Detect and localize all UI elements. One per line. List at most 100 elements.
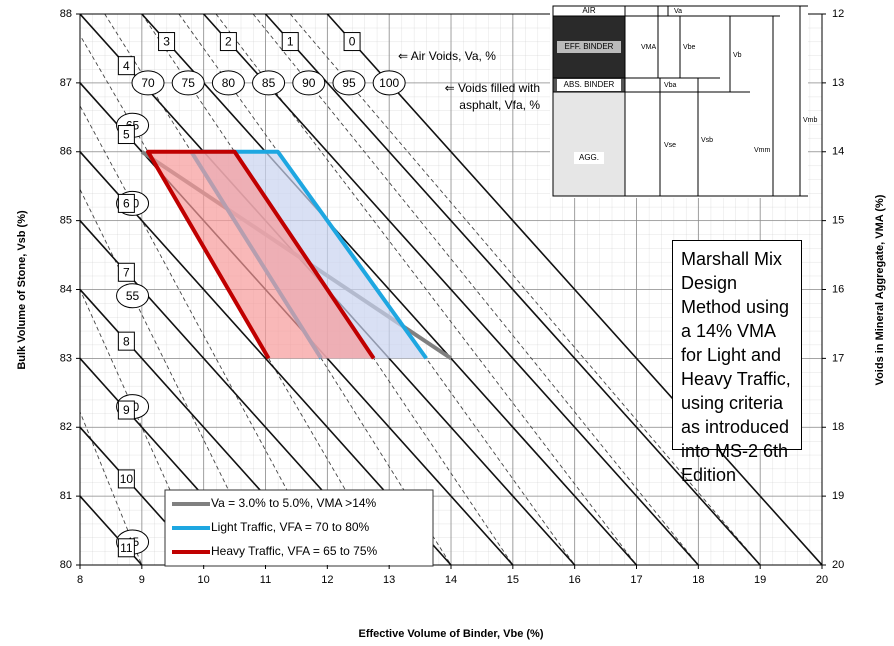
x-tick-label: 11 [260, 574, 271, 586]
x-tick-label: 19 [754, 574, 766, 586]
phase-label-bg [574, 152, 604, 164]
air-void-line [80, 357, 267, 565]
air-voids-label: ⇐ Air Voids, Va, % [398, 49, 496, 63]
vfa-marker [332, 70, 366, 96]
y-tick-label: 84 [60, 283, 72, 295]
air-void-tag: 8 [123, 334, 130, 348]
y-tick-label: 83 [60, 352, 72, 364]
air-void-tag: 4 [123, 59, 130, 73]
vfa-marker [292, 70, 326, 96]
legend-label: Light Traffic, VFA = 70 to 80% [211, 520, 370, 534]
legend-label: Heavy Traffic, VFA = 65 to 75% [211, 544, 378, 558]
air-void-marker [117, 469, 135, 489]
x-tick-label: 16 [569, 574, 581, 586]
y-tick-label: 80 [60, 559, 72, 571]
y2-axis-label: Voids in Mineral Aggregate, VMA (%) [874, 194, 886, 385]
phase-label: AGG. [579, 153, 599, 162]
air-void-tag: 3 [163, 35, 170, 49]
air-void-marker [117, 125, 135, 145]
phase-label: EFF. BINDER [565, 42, 614, 51]
line-labels: 455055606570758085909510001234567891011 [116, 32, 406, 558]
air-void-line [326, 14, 822, 565]
air-void-marker [117, 400, 135, 420]
legend-label: Va = 3.0% to 5.0%, VMA >14% [211, 496, 377, 510]
air-void-line [203, 14, 699, 565]
vfa-marker [131, 70, 165, 96]
volume-label: Vmm [754, 147, 771, 154]
vfa-marker [171, 70, 205, 96]
air-void-tag: 5 [123, 128, 130, 142]
air-void-marker [117, 331, 135, 351]
air-void-tag: 0 [349, 35, 356, 49]
air-void-line [141, 14, 638, 565]
vfa-marker [211, 70, 245, 96]
vfa-tag: 95 [342, 76, 356, 90]
vfa-tag: 55 [126, 289, 140, 303]
air-void-tag: 6 [123, 197, 130, 211]
vfa-tag: 90 [302, 76, 316, 90]
x-tick-label: 20 [816, 574, 828, 586]
vfa-line [252, 14, 699, 565]
x-tick-label: 12 [321, 574, 333, 586]
series-line [146, 149, 376, 360]
volume-label: Va [674, 8, 682, 15]
x-tick-label: 15 [507, 574, 519, 586]
volume-label: Vse [664, 142, 676, 149]
y-tick-label: 86 [60, 146, 72, 158]
air-void-marker [158, 32, 176, 52]
volume-label: Vsb [701, 137, 713, 144]
x-tick-label: 18 [692, 574, 704, 586]
y-axis-label: Bulk Volume of Stone, Vsb (%) [16, 210, 28, 370]
air-void-tag: 7 [123, 265, 130, 279]
y2-tick-label: 13 [832, 77, 844, 89]
phase-label: ABS. BINDER [564, 80, 615, 89]
series-area [148, 151, 374, 359]
air-void-marker [117, 538, 135, 558]
x-tick-label: 17 [630, 574, 642, 586]
air-void-tag: 9 [123, 403, 130, 417]
air-void-line [80, 150, 452, 565]
volume-label: Vbe [683, 44, 696, 51]
vfa-tag: 100 [379, 76, 399, 90]
legend: Va = 3.0% to 5.0%, VMA >14% Light Traffic… [164, 489, 434, 567]
air-void-marker [117, 262, 135, 282]
vfa-tag: 70 [141, 76, 155, 90]
volume-label: Vmb [803, 117, 818, 124]
y-tick-label: 82 [60, 421, 72, 433]
phase-diagram: AIR EFF. BINDER ABS. BINDER AGG. Va VMA … [550, 4, 818, 198]
air-void-marker [117, 56, 135, 76]
y-tick-label: 87 [60, 77, 72, 89]
air-void-tag: 1 [287, 35, 294, 49]
y-tick-label: 85 [60, 215, 72, 227]
vfa-tag: 85 [262, 76, 276, 90]
vfa-tag: 75 [182, 76, 196, 90]
x-tick-label: 8 [77, 574, 83, 586]
x-tick-label: 14 [445, 574, 457, 586]
volume-label: VMA [641, 44, 657, 51]
air-void-marker [343, 32, 361, 52]
y2-tick-label: 12 [832, 8, 844, 20]
inset-lines [625, 5, 808, 197]
y2-tick-label: 15 [832, 215, 844, 227]
vfa-label: asphalt, Vfa, % [459, 98, 540, 112]
x-tick-label: 9 [139, 574, 145, 586]
vfa-line [80, 188, 266, 565]
y2-tick-label: 18 [832, 421, 844, 433]
y2-tick-label: 20 [832, 559, 844, 571]
x-axis-label: Effective Volume of Binder, Vbe (%) [359, 628, 544, 640]
vfa-tag: 80 [222, 76, 236, 90]
air-void-marker [219, 32, 237, 52]
air-void-line [264, 14, 761, 565]
phase-label: AIR [582, 6, 596, 15]
annotation-box: Marshall Mix Design Method using a 14% V… [672, 240, 802, 485]
agg-phase [552, 91, 626, 197]
y-tick-label: 81 [60, 490, 72, 502]
vfa-line [289, 14, 761, 565]
y2-tick-label: 17 [832, 352, 844, 364]
x-tick-label: 10 [198, 574, 210, 586]
air-void-tag: 11 [120, 541, 133, 555]
air-void-marker [117, 193, 135, 213]
y2-tick-label: 16 [832, 283, 844, 295]
y2-tick-label: 19 [832, 490, 844, 502]
